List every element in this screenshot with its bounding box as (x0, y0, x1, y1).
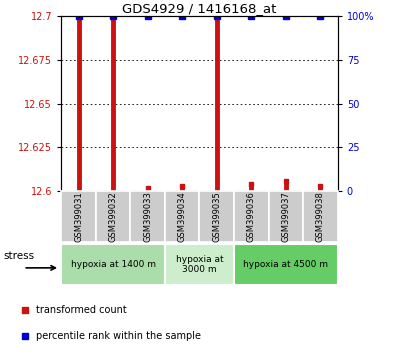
Title: GDS4929 / 1416168_at: GDS4929 / 1416168_at (122, 2, 276, 15)
Bar (61, 244, 165, 285)
Bar (130, 191, 165, 242)
Text: hypoxia at 4500 m: hypoxia at 4500 m (243, 260, 328, 269)
Bar (199, 191, 234, 242)
Text: transformed count: transformed count (36, 305, 127, 315)
Text: stress: stress (3, 251, 34, 261)
Bar (165, 191, 199, 242)
Bar (269, 191, 303, 242)
Bar (61, 191, 96, 242)
Text: percentile rank within the sample: percentile rank within the sample (36, 331, 201, 341)
Text: GSM399036: GSM399036 (247, 192, 256, 242)
Text: GSM399037: GSM399037 (281, 192, 290, 242)
Text: GSM399031: GSM399031 (74, 192, 83, 242)
Bar (96, 191, 130, 242)
Bar (234, 244, 338, 285)
Text: GSM399035: GSM399035 (212, 192, 221, 242)
Text: hypoxia at 1400 m: hypoxia at 1400 m (71, 260, 156, 269)
Bar (165, 244, 234, 285)
Text: GSM399034: GSM399034 (178, 192, 187, 242)
Text: GSM399038: GSM399038 (316, 192, 325, 242)
Text: GSM399032: GSM399032 (109, 192, 118, 242)
Text: GSM399033: GSM399033 (143, 192, 152, 242)
Bar (234, 191, 269, 242)
Bar (303, 191, 338, 242)
Text: hypoxia at
3000 m: hypoxia at 3000 m (176, 255, 223, 274)
